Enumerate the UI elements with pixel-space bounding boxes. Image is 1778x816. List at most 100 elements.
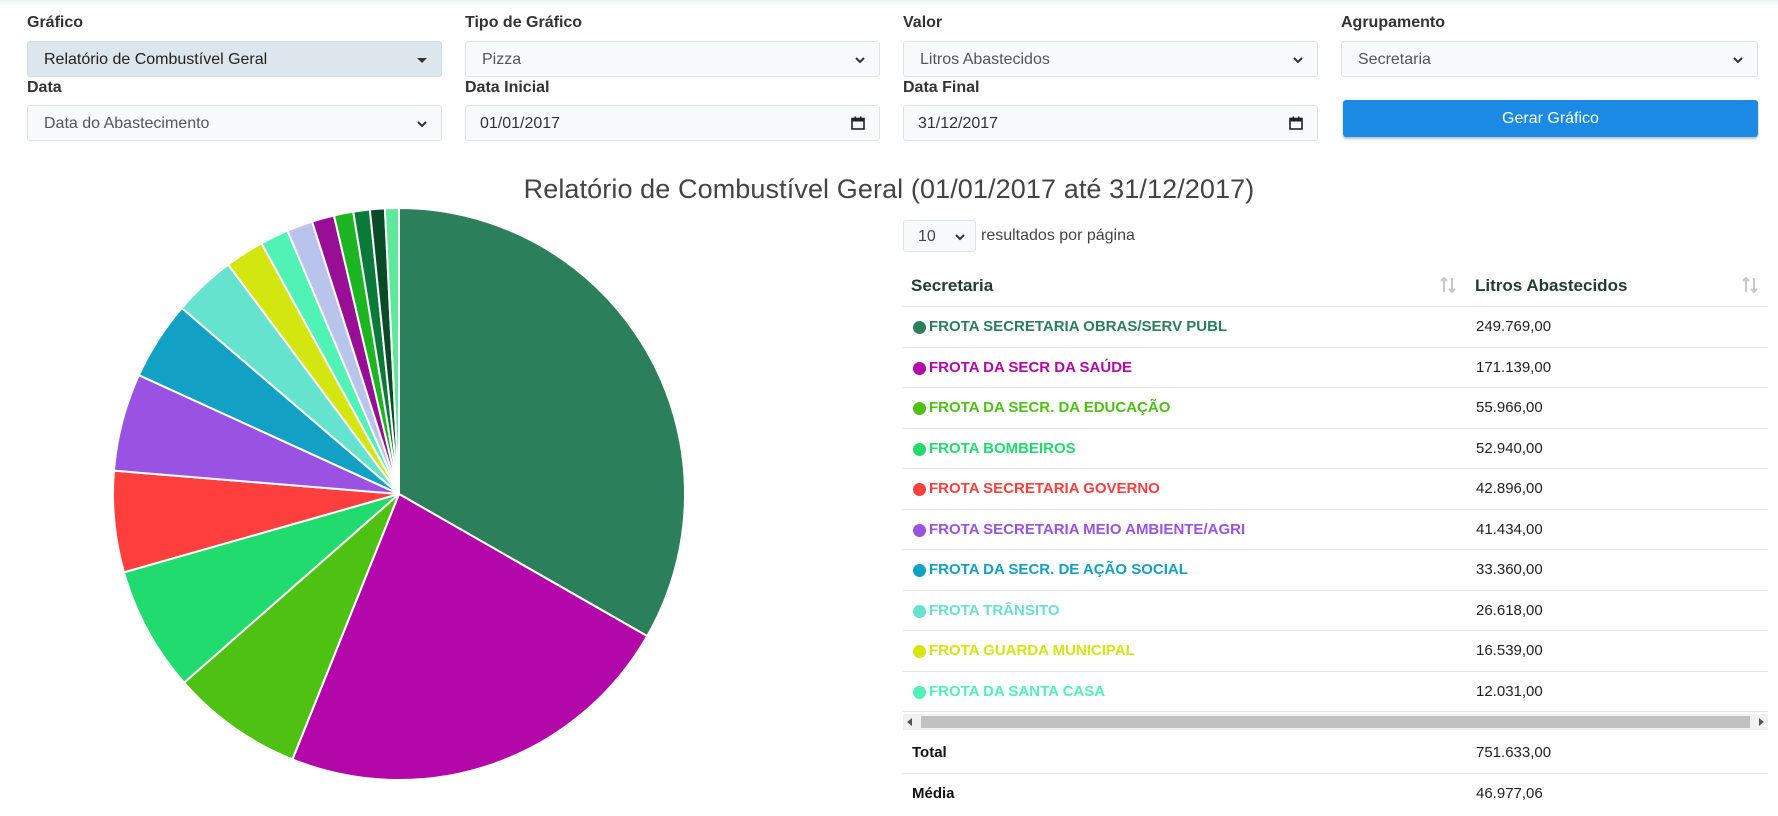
data-inicial-value: 01/01/2017 (480, 115, 561, 132)
top-shadow (0, 0, 1778, 6)
row-divider (903, 468, 1768, 469)
page-size-select[interactable]: 10 (903, 220, 976, 252)
data-final-input[interactable]: 31/12/2017 (903, 105, 1318, 141)
row-divider (903, 589, 1768, 591)
gerar-grafico-button[interactable]: Gerar Gráfico (1343, 100, 1758, 137)
scroll-left-icon[interactable] (907, 718, 912, 726)
legend-dot (913, 361, 926, 375)
legend-dot (913, 685, 926, 699)
sort-icon[interactable] (1741, 275, 1759, 295)
row-divider (903, 630, 1768, 631)
data-final-label: Data Final (903, 79, 980, 96)
media-value: 46.977,06 (1476, 785, 1543, 802)
secretaria-name: FROTA TRÂNSITO (929, 601, 1060, 619)
pie-chart (112, 206, 686, 781)
total-row: Total 751.633,00 (903, 733, 1768, 773)
data-label: Data (27, 79, 62, 96)
legend-dot (913, 564, 926, 577)
tipo-grafico-value: Pizza (482, 51, 522, 68)
legend-dot (913, 645, 926, 658)
footer-divider (903, 773, 1768, 774)
pie-slice[interactable] (122, 493, 400, 685)
row-divider (903, 549, 1768, 550)
table-row[interactable]: FROTA BOMBEIROS 52.940,00 (903, 429, 1768, 469)
calendar-icon[interactable] (1289, 116, 1303, 130)
table-row[interactable]: FROTA SECRETARIA OBRAS/SERV PUBL 249.769,… (903, 307, 1768, 347)
secretaria-name: FROTA SECRETARIA MEIO AMBIENTE/AGRI (929, 520, 1246, 538)
litros-value: 42.896,00 (1476, 480, 1543, 497)
agrupamento-select[interactable]: Secretaria (1341, 41, 1758, 77)
litros-value: 16.539,00 (1476, 642, 1543, 659)
tipo-grafico-select[interactable]: Pizza (465, 41, 880, 77)
tipo-grafico-label: Tipo de Gráfico (465, 14, 583, 31)
header-secretaria[interactable]: Secretaria (911, 276, 994, 295)
row-divider (903, 508, 1768, 510)
scrollbar-thumb[interactable] (921, 716, 1750, 728)
secretaria-name: FROTA DA SECR. DE AÇÃO SOCIAL (929, 561, 1188, 578)
legend-dot (913, 321, 926, 334)
litros-value: 33.360,00 (1476, 561, 1543, 578)
total-value: 751.633,00 (1476, 744, 1552, 761)
legend-dot (913, 402, 926, 415)
litros-value: 249.769,00 (1476, 318, 1552, 335)
report-title: Relatório de Combustível Geral (01/01/20… (523, 174, 1255, 204)
row-divider (903, 427, 1768, 429)
chevron-down-icon (1293, 57, 1303, 64)
agrupamento-label: Agrupamento (1341, 14, 1445, 31)
litros-value: 12.031,00 (1476, 682, 1543, 700)
pie-slice[interactable] (398, 206, 686, 638)
row-divider (903, 346, 1768, 348)
valor-select[interactable]: Litros Abastecidos (903, 41, 1318, 77)
chevron-down-icon (417, 121, 427, 128)
calendar-icon[interactable] (851, 116, 865, 130)
pie-slice[interactable] (182, 493, 400, 761)
data-select[interactable]: Data do Abastecimento (27, 105, 442, 141)
litros-value: 55.966,00 (1476, 399, 1543, 416)
table-row[interactable]: FROTA DA SANTA CASA 12.031,00 (903, 672, 1768, 712)
data-inicial-label: Data Inicial (465, 79, 550, 96)
chevron-down-icon (1733, 57, 1743, 64)
secretaria-name: FROTA SECRETARIA GOVERNO (929, 480, 1160, 497)
litros-value: 41.434,00 (1476, 520, 1543, 538)
legend-dot (913, 523, 926, 537)
table-header-divider (903, 306, 1768, 307)
data-inicial-input[interactable]: 01/01/2017 (465, 105, 880, 141)
header-litros[interactable]: Litros Abastecidos (1475, 276, 1628, 295)
media-row: Média 46.977,06 (903, 774, 1768, 814)
table-row[interactable]: FROTA SECRETARIA GOVERNO 42.896,00 (903, 469, 1768, 509)
page-size-value: 10 (918, 228, 936, 245)
row-divider (903, 387, 1768, 388)
table-row[interactable]: FROTA GUARDA MUNICIPAL 16.539,00 (903, 631, 1768, 671)
chevron-down-icon (955, 234, 965, 241)
table-row[interactable]: FROTA DA SECR DA SAÚDE 171.139,00 (903, 348, 1768, 388)
secretaria-name: FROTA BOMBEIROS (929, 439, 1076, 457)
grafico-select[interactable]: Relatório de Combustível Geral (27, 41, 442, 77)
pie-slice[interactable] (291, 492, 649, 781)
table-row[interactable]: FROTA DA SECR. DE AÇÃO SOCIAL 33.360,00 (903, 550, 1768, 590)
table-row[interactable]: FROTA DA SECR. DA EDUCAÇÃO 55.966,00 (903, 388, 1768, 428)
legend-dot (913, 483, 926, 496)
table-row[interactable]: FROTA TRÂNSITO 26.618,00 (903, 591, 1768, 631)
row-divider (903, 711, 1768, 712)
row-divider (903, 670, 1768, 672)
data-final-value: 31/12/2017 (918, 115, 999, 132)
agrupamento-value: Secretaria (1358, 51, 1431, 68)
valor-value: Litros Abastecidos (920, 51, 1050, 68)
total-label: Total (912, 744, 947, 761)
secretaria-name: FROTA SECRETARIA OBRAS/SERV PUBL (929, 318, 1228, 335)
pie-slice[interactable] (383, 206, 400, 495)
table-row[interactable]: FROTA SECRETARIA MEIO AMBIENTE/AGRI 41.43… (903, 510, 1768, 550)
secretaria-name: FROTA DA SANTA CASA (929, 682, 1106, 700)
horizontal-scrollbar[interactable] (903, 714, 1768, 730)
litros-value: 26.618,00 (1476, 601, 1543, 619)
legend-dot (913, 442, 926, 456)
page-size-text: resultados por página (981, 227, 1135, 244)
grafico-label: Gráfico (27, 14, 84, 31)
sort-icon[interactable] (1439, 275, 1457, 295)
scroll-right-icon[interactable] (1759, 718, 1764, 726)
secretaria-name: FROTA DA SECR DA SAÚDE (929, 358, 1133, 376)
secretaria-name: FROTA GUARDA MUNICIPAL (929, 642, 1135, 659)
chevron-down-icon (855, 57, 865, 64)
media-label: Média (912, 785, 955, 802)
secretaria-name: FROTA DA SECR. DA EDUCAÇÃO (929, 399, 1171, 416)
